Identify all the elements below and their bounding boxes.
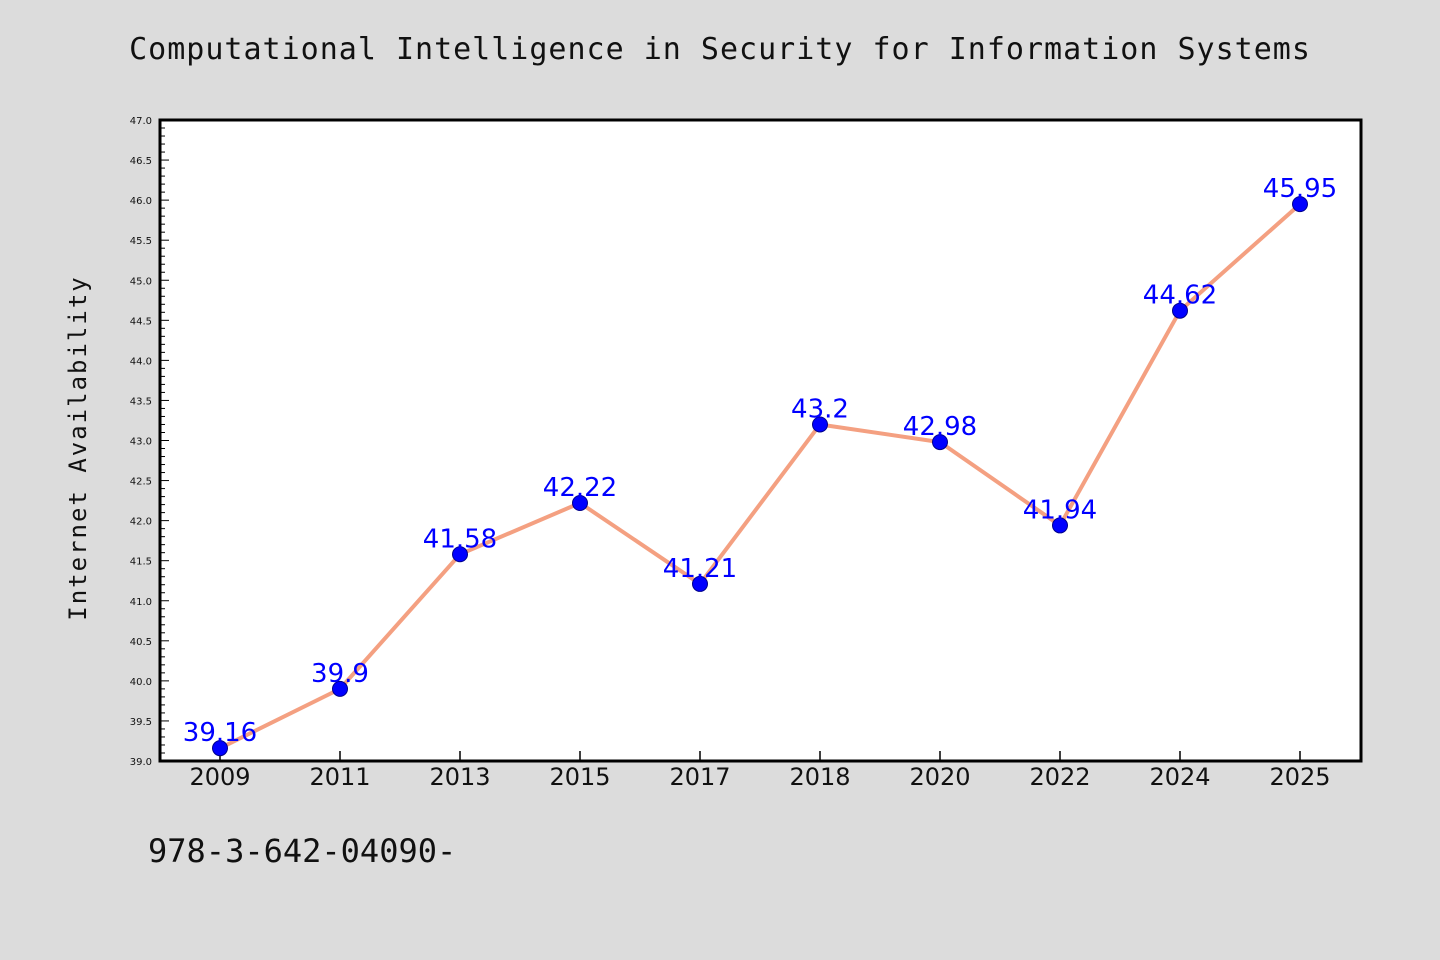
data-point (572, 494, 588, 511)
data-label: 39.16 (183, 718, 257, 748)
data-point (692, 575, 708, 592)
x-tick-label: 2015 (549, 763, 610, 791)
y-tick-label: 40.0 (130, 677, 152, 688)
x-tick-label: 2018 (789, 763, 850, 791)
plot-area (158, 118, 1363, 763)
data-point (932, 434, 948, 451)
data-label: 45.95 (1263, 174, 1337, 204)
data-labels: 39.16 39.9 41.58 42.22 41.21 43.2 42.98 41.94 44… (183, 174, 1337, 748)
y-tick-label: 41.5 (130, 557, 152, 568)
y-tick-label: 46.5 (130, 156, 152, 167)
x-tick-label: 2017 (669, 763, 730, 791)
x-tick-label: 2022 (1029, 763, 1090, 791)
data-point (332, 680, 348, 697)
data-label: 43.2 (791, 394, 849, 424)
y-tick-label: 39.5 (130, 717, 152, 728)
data-label: 42.98 (903, 412, 977, 442)
y-tick-label: 45.5 (130, 236, 152, 247)
y-tick-label: 45.0 (130, 276, 152, 287)
y-tick-label: 43.5 (130, 396, 152, 407)
series-line (219, 202, 1302, 750)
data-label: 44.62 (1143, 281, 1217, 311)
data-point (1292, 196, 1308, 213)
y-tick-label: 47.0 (130, 116, 152, 127)
y-tick-label: 42.5 (130, 477, 152, 488)
y-tick-label: 40.5 (130, 637, 152, 648)
data-point (212, 740, 228, 757)
data-label: 41.58 (423, 524, 497, 554)
x-tick-label: 2011 (309, 763, 370, 791)
y-tick-label: 42.0 (130, 517, 152, 528)
chart-title: Computational Intelligence in Security f… (129, 32, 1311, 67)
y-tick-label: 44.0 (130, 356, 152, 367)
x-tick-label: 2024 (1149, 763, 1210, 791)
x-tick-label: 2013 (429, 763, 490, 791)
data-point (1052, 517, 1068, 534)
series-markers (212, 196, 1308, 757)
y-tick-label: 46.0 (130, 196, 152, 207)
data-label: 39.9 (311, 659, 369, 689)
x-tick-label: 2020 (909, 763, 970, 791)
data-point (452, 546, 468, 563)
footer-text: 978-3-642-04090- (148, 832, 457, 870)
y-axis-label: Internet Availability (64, 275, 92, 620)
x-tick-label: 2025 (1269, 763, 1330, 791)
x-axis-ticks: 2009 2011 2013 2015 2017 2018 2020 2022 2024 2025 (189, 751, 1331, 791)
y-tick-label: 44.5 (130, 316, 152, 327)
y-tick-label: 39.0 (130, 757, 152, 768)
x-tick-label: 2009 (189, 763, 250, 791)
y-tick-label: 43.0 (130, 437, 152, 448)
data-point (1172, 302, 1188, 319)
data-label: 41.94 (1023, 495, 1097, 525)
data-label: 41.21 (663, 554, 737, 584)
y-tick-label: 41.0 (130, 597, 152, 608)
y-axis-ticks: 39.0 39.5 40.0 40.5 41.0 41.5 42.0 42.5 43.0 43.5… (130, 116, 169, 768)
data-label: 42.22 (543, 473, 617, 503)
data-point (812, 416, 828, 433)
